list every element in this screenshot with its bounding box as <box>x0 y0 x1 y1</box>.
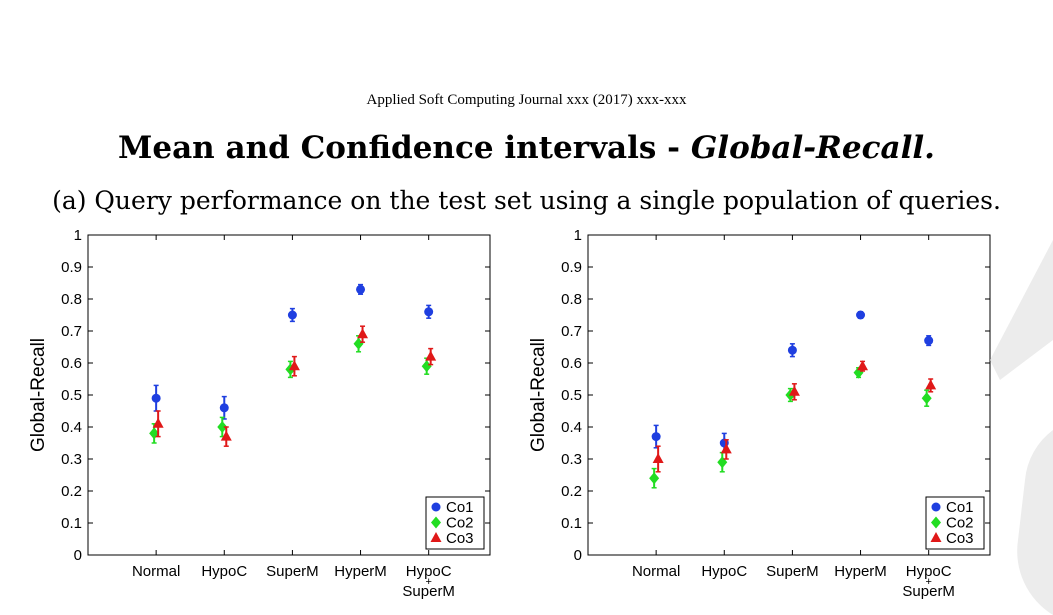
journal-header: Applied Soft Computing Journal xxx (2017… <box>366 92 687 108</box>
data-point <box>720 443 732 454</box>
figure-title-italic: Global-Recall. <box>690 130 935 166</box>
figure-subtitle: (a) Query performance on the test set us… <box>52 186 1001 215</box>
chart-left: 0 0.1 0.2 0.3 0.4 0.5 0.6 0.7 0.8 0.9 1 Global-Reca… <box>28 227 491 600</box>
data-point <box>787 345 797 355</box>
data-point <box>856 310 866 320</box>
data-point <box>288 360 300 371</box>
legend-label: Co1 <box>446 499 474 516</box>
x-tick-label: HypoC <box>906 563 952 580</box>
data-point <box>649 472 660 485</box>
data-point <box>219 403 229 413</box>
legend-label: Co1 <box>946 499 974 516</box>
legend-marker <box>431 502 441 512</box>
y-tick-label: 0.5 <box>61 387 82 404</box>
figure-title: Mean and Confidence intervals - Global-R… <box>0 130 1053 166</box>
y-tick-label: 0.6 <box>561 355 582 372</box>
series-co1 <box>151 283 434 420</box>
legend-marker <box>931 502 941 512</box>
y-tick-label: 0.9 <box>61 259 82 276</box>
series-co2 <box>149 335 432 444</box>
y-tick-label: 0.4 <box>561 419 582 436</box>
x-tick-label: SuperM <box>402 583 455 600</box>
legend-label: Co3 <box>446 530 474 547</box>
data-point <box>425 350 437 361</box>
y-tick-label: 0.2 <box>61 483 82 500</box>
x-tick-label: Normal <box>632 563 680 580</box>
y-tick-label: 0.3 <box>61 451 82 468</box>
watermark-shape <box>990 240 1053 615</box>
series-co1 <box>651 310 934 454</box>
data-point <box>357 328 369 339</box>
y-tick-label: 0.1 <box>61 515 82 532</box>
data-point <box>857 360 869 371</box>
chart-right: 0 0.1 0.2 0.3 0.4 0.5 0.6 0.7 0.8 0.9 1 Global-Reca… <box>528 227 991 600</box>
x-tick-label: + <box>425 576 431 588</box>
x-tick-label: HyperM <box>334 563 387 580</box>
y-tick-label: 0.5 <box>561 387 582 404</box>
y-tick-label: 0.3 <box>561 451 582 468</box>
figure-title-plain: Mean and Confidence intervals - <box>118 130 691 166</box>
y-tick-label: 0.6 <box>61 355 82 372</box>
legend-marker <box>430 532 442 542</box>
x-tick-label: SuperM <box>902 583 955 600</box>
y-tick-label: 0.9 <box>561 259 582 276</box>
legend-marker <box>931 516 941 529</box>
data-point <box>651 432 661 442</box>
data-point <box>652 453 664 463</box>
y-axis-label: Global-Recall <box>28 338 49 452</box>
data-point <box>925 379 937 390</box>
x-tick-label: SuperM <box>266 563 319 580</box>
y-tick-label: 0 <box>574 547 582 564</box>
data-point <box>220 430 232 441</box>
legend-marker <box>431 516 441 529</box>
x-tick-label: + <box>925 576 931 588</box>
y-tick-label: 0.4 <box>61 419 82 436</box>
series-co3 <box>652 360 937 473</box>
y-tick-label: 1 <box>74 227 82 244</box>
data-point <box>151 393 161 403</box>
legend-label: Co3 <box>946 530 974 547</box>
data-point <box>924 336 934 346</box>
data-point <box>287 310 297 320</box>
y-tick-label: 0.7 <box>61 323 82 340</box>
y-axis-label: Global-Recall <box>528 338 549 452</box>
series-co2 <box>649 366 932 489</box>
y-tick-label: 0.2 <box>561 483 582 500</box>
data-point <box>424 307 434 317</box>
x-tick-label: HypoC <box>701 563 747 580</box>
data-point <box>353 337 364 350</box>
y-tick-label: 0.7 <box>561 323 582 340</box>
x-tick-label: SuperM <box>766 563 819 580</box>
y-tick-label: 0.8 <box>561 291 582 308</box>
x-tick-label: Normal <box>132 563 180 580</box>
x-tick-label: HypoC <box>406 563 452 580</box>
data-point <box>921 392 932 405</box>
data-point <box>788 385 800 396</box>
x-tick-label: HypoC <box>201 563 247 580</box>
y-tick-label: 0.8 <box>61 291 82 308</box>
data-point <box>356 284 366 294</box>
series-co3 <box>152 325 437 447</box>
data-point <box>152 417 164 428</box>
x-tick-label: HyperM <box>834 563 887 580</box>
y-tick-label: 1 <box>574 227 582 244</box>
legend-label: Co2 <box>446 515 474 532</box>
data-point <box>421 360 432 373</box>
data-point <box>217 421 228 433</box>
y-tick-label: 0.1 <box>561 515 582 532</box>
legend-marker <box>930 532 942 542</box>
y-tick-label: 0 <box>74 547 82 564</box>
legend-label: Co2 <box>946 515 974 532</box>
